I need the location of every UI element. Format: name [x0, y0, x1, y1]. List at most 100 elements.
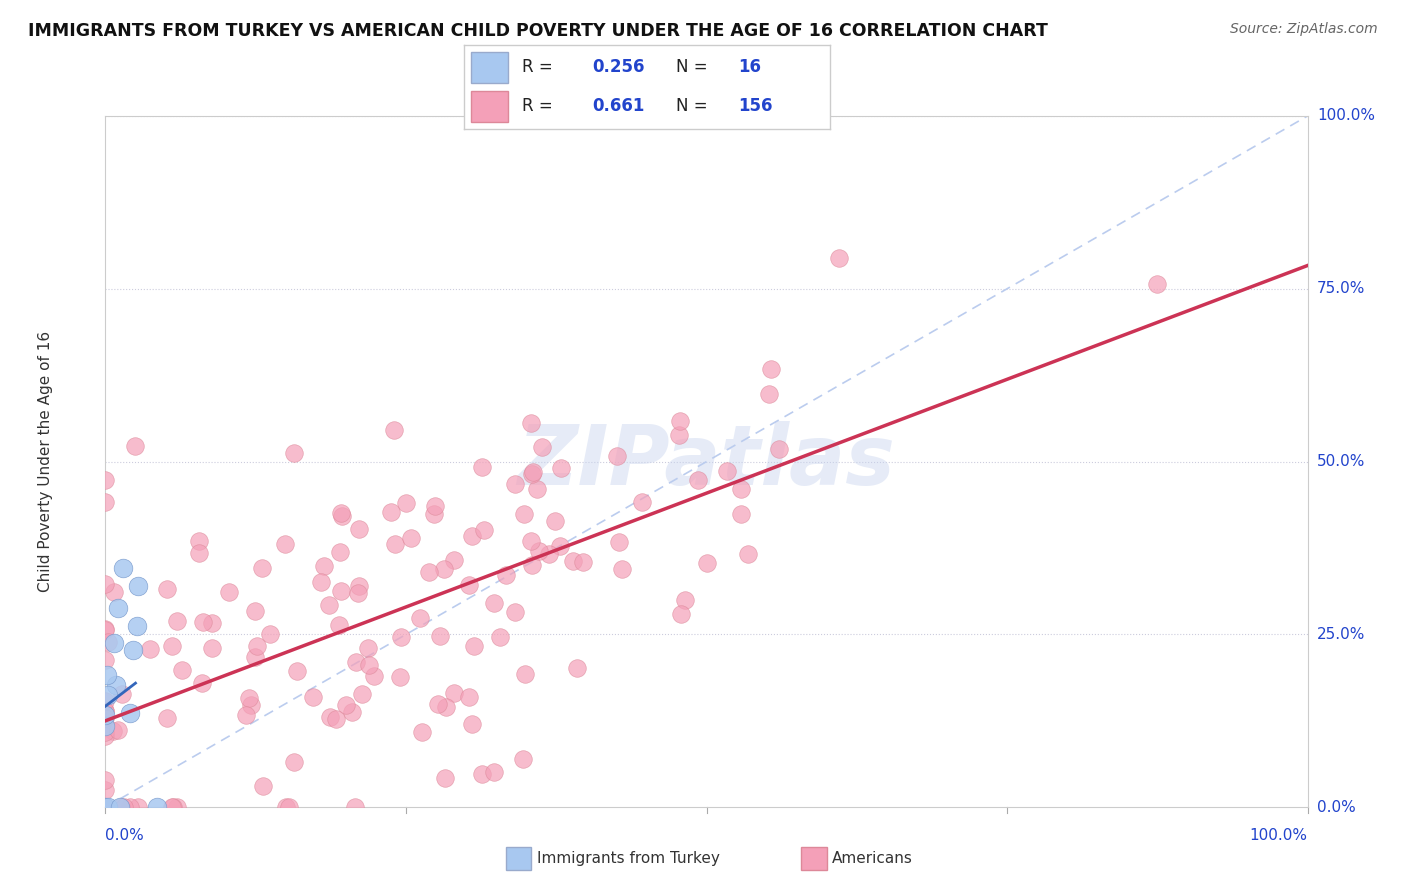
- Point: [94, 704, 117, 718]
- Point: [94, 800, 117, 814]
- Point: [103, 635, 125, 649]
- Point: [218, 584, 240, 599]
- Point: [474, 523, 496, 537]
- Point: [482, 596, 505, 610]
- Point: [671, 607, 693, 621]
- Point: [97, 634, 120, 648]
- Point: [94, 800, 117, 814]
- Point: [357, 641, 380, 656]
- Point: [730, 507, 752, 521]
- Point: [425, 499, 447, 513]
- Text: Source: ZipAtlas.com: Source: ZipAtlas.com: [1230, 22, 1378, 37]
- Point: [520, 417, 543, 431]
- Point: [409, 611, 432, 625]
- Point: [94, 623, 117, 637]
- Point: [200, 615, 222, 630]
- Point: [252, 561, 274, 575]
- Point: [610, 562, 633, 576]
- Text: IMMIGRANTS FROM TURKEY VS AMERICAN CHILD POVERTY UNDER THE AGE OF 16 CORRELATION: IMMIGRANTS FROM TURKEY VS AMERICAN CHILD…: [28, 22, 1047, 40]
- Point: [319, 710, 342, 724]
- Point: [363, 668, 385, 682]
- Point: [104, 678, 127, 692]
- Point: [411, 725, 433, 739]
- Point: [302, 690, 325, 705]
- Point: [146, 800, 169, 814]
- Text: 50.0%: 50.0%: [1317, 454, 1365, 469]
- Point: [94, 710, 117, 724]
- Point: [631, 495, 654, 509]
- Point: [94, 495, 117, 509]
- Point: [243, 649, 266, 664]
- Point: [538, 547, 561, 561]
- Point: [696, 556, 718, 570]
- Point: [111, 687, 134, 701]
- Point: [512, 752, 534, 766]
- Point: [550, 539, 572, 553]
- Text: Immigrants from Turkey: Immigrants from Turkey: [537, 851, 720, 865]
- Point: [503, 605, 526, 619]
- Point: [274, 537, 297, 551]
- Point: [458, 577, 481, 591]
- Point: [285, 664, 308, 678]
- Text: 0.661: 0.661: [592, 97, 644, 115]
- Text: R =: R =: [523, 97, 553, 115]
- Point: [330, 584, 353, 599]
- Point: [201, 640, 224, 655]
- Point: [686, 473, 709, 487]
- Point: [166, 614, 188, 628]
- Point: [328, 618, 350, 632]
- Point: [565, 661, 588, 675]
- Point: [434, 771, 457, 785]
- Point: [463, 640, 485, 654]
- Point: [127, 618, 149, 632]
- FancyBboxPatch shape: [471, 53, 508, 83]
- Point: [103, 585, 125, 599]
- Point: [114, 800, 136, 814]
- Point: [344, 656, 367, 670]
- Point: [94, 800, 117, 814]
- Point: [245, 604, 267, 618]
- Point: [347, 579, 370, 593]
- Point: [489, 630, 512, 644]
- Point: [188, 546, 211, 560]
- Point: [118, 706, 141, 720]
- Text: 0.256: 0.256: [592, 59, 644, 77]
- Point: [138, 641, 160, 656]
- Point: [94, 800, 117, 814]
- Point: [522, 465, 544, 479]
- Point: [606, 449, 628, 463]
- Point: [162, 800, 184, 814]
- Point: [160, 640, 183, 654]
- Point: [187, 533, 209, 548]
- Point: [350, 687, 373, 701]
- Point: [572, 555, 595, 569]
- Point: [607, 534, 630, 549]
- Point: [156, 711, 179, 725]
- Point: [527, 543, 550, 558]
- Point: [238, 691, 260, 706]
- Point: [235, 707, 257, 722]
- Text: ZIPatlas: ZIPatlas: [517, 421, 896, 502]
- FancyBboxPatch shape: [471, 91, 508, 121]
- Point: [329, 544, 352, 558]
- Point: [768, 442, 790, 456]
- Point: [107, 723, 129, 738]
- Point: [458, 690, 481, 704]
- Point: [191, 676, 214, 690]
- Point: [193, 615, 215, 630]
- Point: [118, 800, 141, 814]
- Point: [94, 729, 117, 743]
- Point: [827, 251, 849, 265]
- Point: [482, 765, 505, 780]
- Text: N =: N =: [676, 59, 707, 77]
- Text: 0.0%: 0.0%: [1317, 800, 1355, 814]
- Text: 0.0%: 0.0%: [105, 828, 145, 843]
- Point: [550, 461, 572, 475]
- Point: [283, 755, 305, 769]
- Point: [94, 708, 117, 723]
- Point: [309, 574, 332, 589]
- Point: [389, 670, 412, 684]
- Point: [443, 552, 465, 566]
- Point: [427, 697, 450, 711]
- Point: [94, 773, 117, 788]
